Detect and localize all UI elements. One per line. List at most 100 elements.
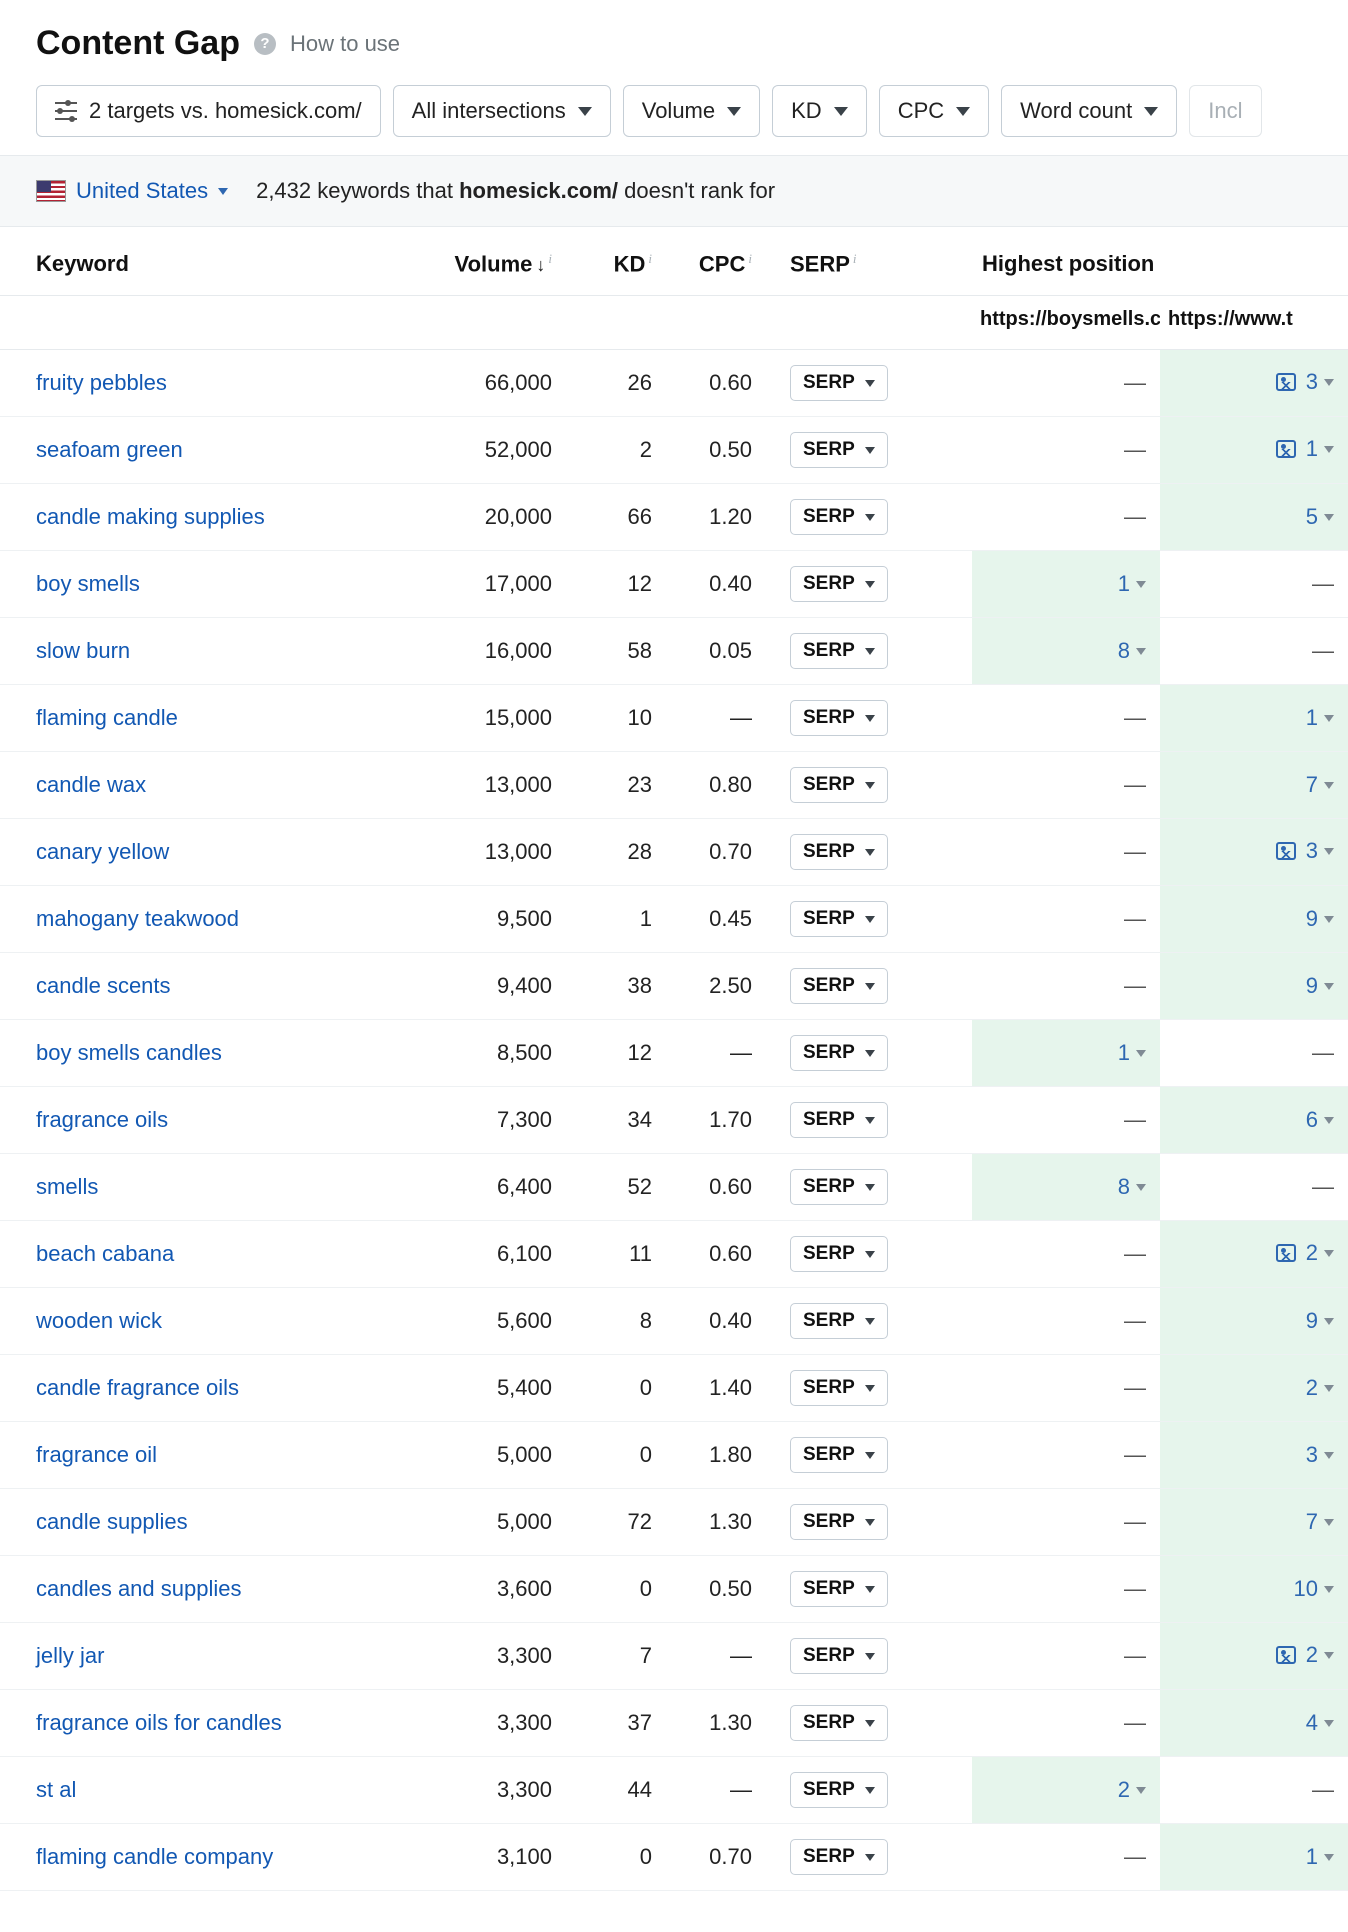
keyword-link[interactable]: jelly jar — [36, 1643, 104, 1668]
cell-vol: 3,600 — [400, 1556, 560, 1623]
cell-cpc: — — [660, 1757, 760, 1824]
help-icon[interactable]: ? — [254, 33, 276, 55]
cpc-filter[interactable]: CPC — [879, 85, 989, 137]
serp-button[interactable]: SERP — [790, 1236, 888, 1272]
position-competitor-1[interactable]: 1 — [972, 1020, 1160, 1087]
serp-button[interactable]: SERP — [790, 1169, 888, 1205]
serp-button[interactable]: SERP — [790, 968, 888, 1004]
col-cpc[interactable]: CPCi — [660, 227, 760, 296]
kd-filter[interactable]: KD — [772, 85, 867, 137]
cell-cpc: 0.60 — [660, 1154, 760, 1221]
serp-button[interactable]: SERP — [790, 767, 888, 803]
position-competitor-2[interactable]: 6 — [1160, 1087, 1348, 1154]
keyword-link[interactable]: st al — [36, 1777, 76, 1802]
position-competitor-2[interactable]: 3 — [1160, 819, 1348, 886]
table-row: candle wax13,000230.80SERP—7 — [0, 752, 1348, 819]
serp-button[interactable]: SERP — [790, 1035, 888, 1071]
col-competitor-2[interactable]: https://www.t — [1160, 296, 1348, 350]
keyword-link[interactable]: canary yellow — [36, 839, 169, 864]
position-competitor-2[interactable]: 2 — [1160, 1221, 1348, 1288]
position-competitor-2[interactable]: 1 — [1160, 417, 1348, 484]
keyword-link[interactable]: beach cabana — [36, 1241, 174, 1266]
keyword-link[interactable]: boy smells candles — [36, 1040, 222, 1065]
position-competitor-2[interactable]: 4 — [1160, 1690, 1348, 1757]
chevron-down-icon — [1136, 1787, 1146, 1794]
serp-button[interactable]: SERP — [790, 834, 888, 870]
col-competitor-1[interactable]: https://boysmells.c — [972, 296, 1160, 350]
keyword-link[interactable]: boy smells — [36, 571, 140, 596]
position-competitor-2[interactable]: 9 — [1160, 886, 1348, 953]
serp-button[interactable]: SERP — [790, 1705, 888, 1741]
country-selector[interactable]: United States — [36, 178, 228, 204]
keyword-link[interactable]: fragrance oils for candles — [36, 1710, 282, 1735]
keyword-link[interactable]: candle supplies — [36, 1509, 188, 1534]
col-kd[interactable]: KDi — [560, 227, 660, 296]
position-competitor-1[interactable]: 8 — [972, 1154, 1160, 1221]
chevron-down-icon — [1324, 1586, 1334, 1593]
serp-button[interactable]: SERP — [790, 633, 888, 669]
position-competitor-2[interactable]: 1 — [1160, 685, 1348, 752]
intersections-filter[interactable]: All intersections — [393, 85, 611, 137]
keyword-link[interactable]: candle wax — [36, 772, 146, 797]
position-competitor-2[interactable]: 3 — [1160, 350, 1348, 417]
keyword-link[interactable]: candle making supplies — [36, 504, 265, 529]
col-volume[interactable]: Volume↓i — [400, 227, 560, 296]
serp-button[interactable]: SERP — [790, 1102, 888, 1138]
serp-button[interactable]: SERP — [790, 1303, 888, 1339]
chevron-down-icon — [1324, 1854, 1334, 1861]
position-competitor-2[interactable]: 3 — [1160, 1422, 1348, 1489]
cell-serp: SERP — [760, 1020, 910, 1087]
serp-button[interactable]: SERP — [790, 1839, 888, 1875]
serp-button[interactable]: SERP — [790, 432, 888, 468]
cell-serp: SERP — [760, 551, 910, 618]
keyword-link[interactable]: candles and supplies — [36, 1576, 241, 1601]
position-competitor-1[interactable]: 8 — [972, 618, 1160, 685]
keyword-link[interactable]: fruity pebbles — [36, 370, 167, 395]
keyword-link[interactable]: candle fragrance oils — [36, 1375, 239, 1400]
keyword-link[interactable]: fragrance oils — [36, 1107, 168, 1132]
image-icon — [1276, 373, 1296, 391]
include-filter[interactable]: Incl — [1189, 85, 1261, 137]
keyword-link[interactable]: fragrance oil — [36, 1442, 157, 1467]
targets-filter[interactable]: 2 targets vs. homesick.com/ — [36, 85, 381, 137]
position-competitor-2[interactable]: 7 — [1160, 1489, 1348, 1556]
serp-button[interactable]: SERP — [790, 1437, 888, 1473]
keyword-link[interactable]: slow burn — [36, 638, 130, 663]
table-row: candle fragrance oils5,40001.40SERP—2 — [0, 1355, 1348, 1422]
how-to-use-link[interactable]: How to use — [290, 31, 400, 57]
keyword-link[interactable]: mahogany teakwood — [36, 906, 239, 931]
position-competitor-2[interactable]: 9 — [1160, 953, 1348, 1020]
serp-button[interactable]: SERP — [790, 499, 888, 535]
keyword-link[interactable]: flaming candle — [36, 705, 178, 730]
position-competitor-2[interactable]: 7 — [1160, 752, 1348, 819]
serp-button[interactable]: SERP — [790, 1638, 888, 1674]
position-competitor-1[interactable]: 2 — [972, 1757, 1160, 1824]
word-count-filter[interactable]: Word count — [1001, 85, 1177, 137]
cell-kd: 44 — [560, 1757, 660, 1824]
serp-button[interactable]: SERP — [790, 901, 888, 937]
position-competitor-2[interactable]: 10 — [1160, 1556, 1348, 1623]
keyword-link[interactable]: candle scents — [36, 973, 171, 998]
table-row: st al3,30044—SERP2— — [0, 1757, 1348, 1824]
position-competitor-2[interactable]: 2 — [1160, 1355, 1348, 1422]
keyword-link[interactable]: seafoam green — [36, 437, 183, 462]
keyword-link[interactable]: smells — [36, 1174, 98, 1199]
position-competitor-2[interactable]: 1 — [1160, 1824, 1348, 1891]
col-keyword[interactable]: Keyword — [0, 227, 400, 296]
serp-button[interactable]: SERP — [790, 365, 888, 401]
position-competitor-1[interactable]: 1 — [972, 551, 1160, 618]
cell-spacer — [910, 1087, 972, 1154]
serp-button[interactable]: SERP — [790, 1504, 888, 1540]
serp-button[interactable]: SERP — [790, 1370, 888, 1406]
serp-button[interactable]: SERP — [790, 566, 888, 602]
serp-button[interactable]: SERP — [790, 700, 888, 736]
serp-button[interactable]: SERP — [790, 1571, 888, 1607]
serp-button[interactable]: SERP — [790, 1772, 888, 1808]
position-competitor-2[interactable]: 5 — [1160, 484, 1348, 551]
keyword-link[interactable]: flaming candle company — [36, 1844, 273, 1869]
col-serp[interactable]: SERPi — [760, 227, 910, 296]
volume-filter[interactable]: Volume — [623, 85, 760, 137]
position-competitor-2[interactable]: 9 — [1160, 1288, 1348, 1355]
position-competitor-2[interactable]: 2 — [1160, 1623, 1348, 1690]
keyword-link[interactable]: wooden wick — [36, 1308, 162, 1333]
